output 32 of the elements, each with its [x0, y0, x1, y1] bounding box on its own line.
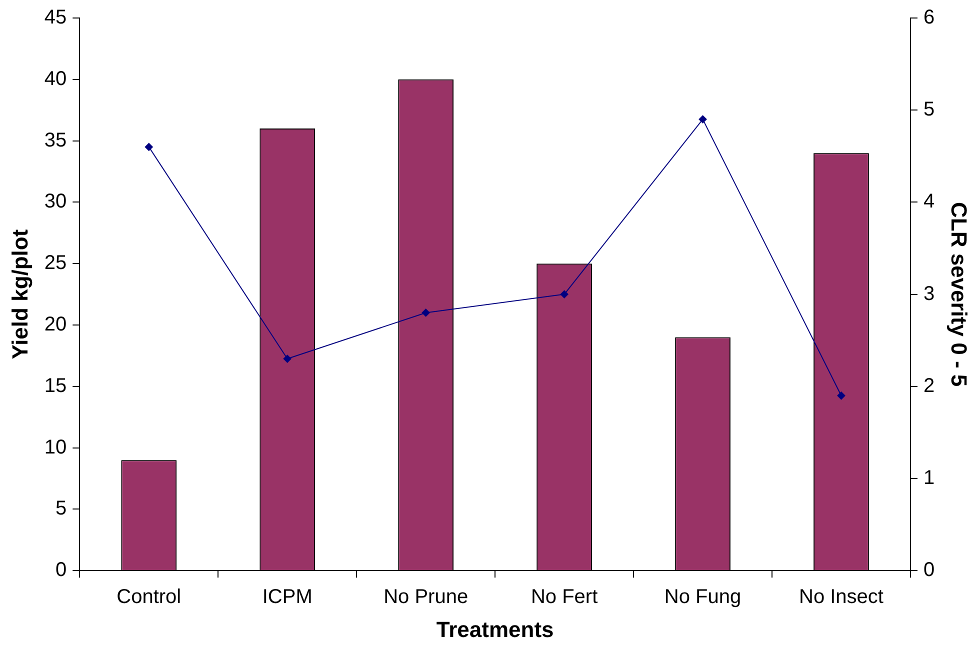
y2-axis-title: CLR severity 0 - 5 [946, 202, 972, 387]
y-tick-label: 40 [44, 68, 67, 90]
y-axis-title: Yield kg/plot [7, 228, 32, 360]
y-tick-label: 25 [44, 252, 67, 274]
y2-tick-label: 5 [923, 98, 935, 121]
point [698, 115, 707, 124]
y2-tick-label: 0 [923, 559, 935, 582]
x-tick-label: No Prune [384, 586, 468, 608]
y2-tick-label: 4 [923, 190, 935, 213]
y-tick-label: 35 [44, 129, 67, 152]
y-tick-label: 15 [44, 374, 67, 397]
x-tick-label: No Insect [799, 586, 884, 608]
x-tick-label: ICPM [262, 586, 312, 608]
point [144, 142, 153, 151]
x-tick-label: No Fung [664, 586, 742, 608]
y-tick-label: 10 [44, 436, 67, 458]
y-tick-label: 0 [56, 559, 67, 582]
y2-tick-label: 1 [923, 467, 935, 490]
y-tick-label: 5 [56, 498, 67, 520]
point [560, 290, 568, 298]
x-tick-label: Control [116, 586, 182, 608]
point [422, 308, 430, 317]
point [283, 354, 292, 363]
y-tick-label: 45 [44, 6, 67, 29]
point [837, 392, 846, 400]
y-tick-label: 20 [44, 314, 67, 336]
y-tick-label: 30 [44, 190, 67, 213]
y2-tick-label: 3 [923, 282, 935, 305]
x-tick-label: No Fert [530, 586, 598, 608]
x-axis-title: Treatments [436, 616, 554, 642]
y2-tick-label: 2 [923, 374, 935, 397]
y2-tick-label: 6 [923, 6, 935, 29]
